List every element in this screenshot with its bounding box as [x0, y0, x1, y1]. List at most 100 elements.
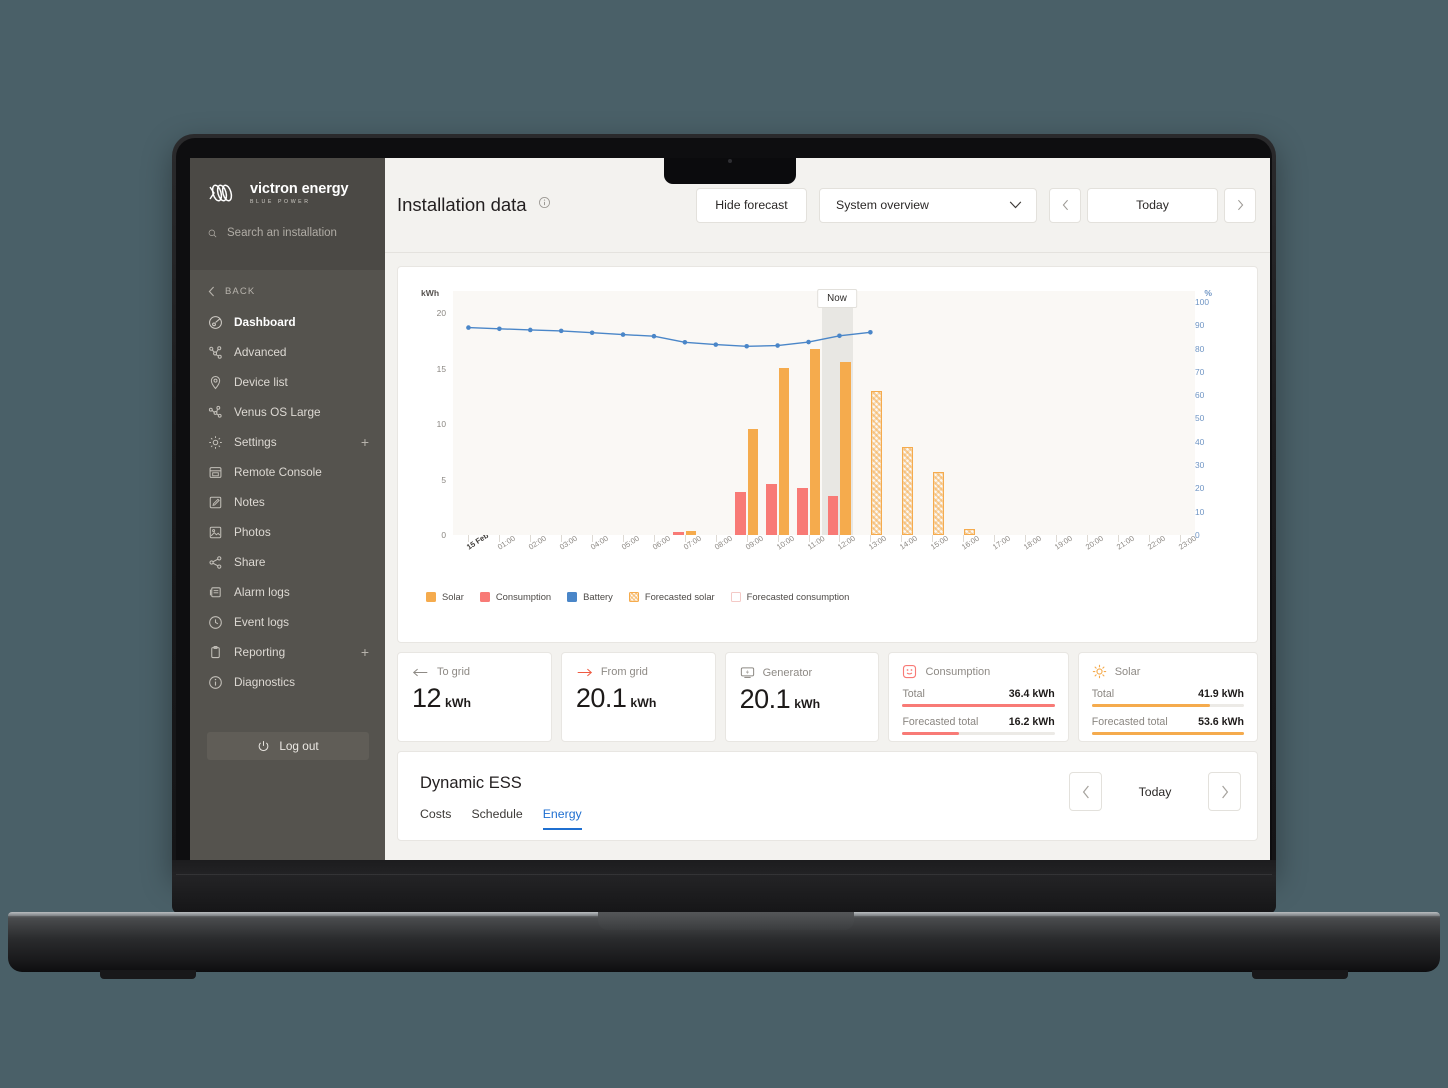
hide-forecast-button[interactable]: Hide forecast: [696, 187, 807, 223]
expand-settings-icon[interactable]: +: [360, 434, 369, 450]
legend-swatch: [479, 591, 490, 602]
sidebar-item-reporting[interactable]: Reporting +: [190, 637, 385, 667]
logout-button[interactable]: Log out: [207, 732, 369, 760]
battery-point[interactable]: [466, 325, 471, 330]
stat-unit: kWh: [630, 696, 657, 710]
today-button[interactable]: Today: [1087, 187, 1218, 223]
sun-icon: [1092, 664, 1106, 679]
y-tick-left: 5: [441, 474, 446, 485]
progress-fill: [902, 732, 959, 735]
sidebar-back-label: BACK: [225, 286, 256, 297]
expand-reporting-icon[interactable]: +: [360, 644, 369, 660]
sidebar-item-notes[interactable]: Notes: [190, 487, 385, 517]
sidebar-item-label: Dashboard: [234, 315, 296, 329]
info-circle-icon[interactable]: [538, 196, 551, 214]
arrow-left-icon: [412, 668, 428, 676]
bar-forecasted-solar[interactable]: [902, 447, 913, 535]
sidebar: victron energy BLUE POWER: [190, 158, 385, 860]
sidebar-item-settings[interactable]: Settings +: [190, 427, 385, 457]
bar-forecasted-solar[interactable]: [933, 471, 944, 535]
bar-forecasted-solar[interactable]: [871, 390, 882, 535]
x-tick-mark: [653, 535, 655, 542]
bar-consumption[interactable]: [797, 488, 808, 535]
legend-item-fcons[interactable]: Forecasted consumption: [730, 591, 849, 602]
bar-consumption[interactable]: [673, 531, 684, 535]
sidebar-item-alarm-logs[interactable]: Alarm logs: [190, 577, 385, 607]
sidebar-item-dashboard[interactable]: Dashboard: [190, 307, 385, 337]
sidebar-item-label: Share: [234, 555, 266, 569]
battery-point[interactable]: [775, 343, 780, 348]
stat-header: Generator: [740, 666, 865, 679]
stat-card-solar: Solar Total 41.9 kWh Forecasted total 53.6…: [1077, 652, 1258, 742]
battery-point[interactable]: [497, 326, 502, 332]
battery-point[interactable]: [806, 339, 811, 345]
sidebar-item-share[interactable]: Share: [190, 547, 385, 577]
stat-value: 12 kWh: [412, 683, 537, 714]
bar-solar[interactable]: [747, 428, 759, 535]
search-row[interactable]: [208, 227, 367, 240]
stat-label: Generator: [762, 666, 813, 679]
legend-label: Forecasted solar: [644, 591, 715, 602]
bar-solar[interactable]: [809, 348, 821, 535]
brand-logo[interactable]: victron energy BLUE POWER: [208, 158, 367, 205]
sidebar-back-button[interactable]: BACK: [190, 280, 385, 307]
x-tick-mark: [808, 535, 810, 542]
tab-schedule[interactable]: Schedule: [471, 807, 523, 821]
bar-solar[interactable]: [685, 531, 697, 535]
battery-point[interactable]: [620, 332, 626, 337]
x-tick-mark: [746, 535, 748, 542]
battery-point[interactable]: [868, 329, 873, 335]
legend-item-fsolar[interactable]: Forecasted solar: [628, 591, 715, 602]
sidebar-item-diagnostics[interactable]: Diagnostics: [190, 667, 385, 697]
bar-consumption[interactable]: [827, 496, 839, 535]
battery-point[interactable]: [651, 333, 657, 339]
brand-name: victron energy: [250, 181, 349, 197]
y-axis-label-right: %: [1204, 288, 1212, 298]
tab-energy[interactable]: Energy: [542, 807, 582, 830]
battery-point[interactable]: [713, 342, 719, 347]
date-navigator: Today: [1049, 187, 1256, 223]
dynamic-ess-card: Dynamic ESS Costs Schedule Energy Today: [397, 751, 1258, 841]
bar-forecasted-solar[interactable]: [964, 529, 975, 535]
prev-day-button[interactable]: [1049, 187, 1081, 223]
bar-solar[interactable]: [840, 361, 851, 535]
stat-number: 20.1: [575, 683, 627, 713]
legend-item-batt[interactable]: Battery: [567, 591, 613, 602]
y-tick-right: 50: [1195, 413, 1205, 424]
sidebar-item-device-list[interactable]: Device list: [190, 367, 385, 397]
next-day-button[interactable]: [1224, 187, 1256, 223]
bar-solar[interactable]: [778, 367, 790, 535]
sidebar-nav: BACK Dashboard: [190, 270, 385, 697]
legend-item-cons[interactable]: Consumption: [479, 591, 551, 602]
system-overview-select[interactable]: System overview: [819, 187, 1037, 223]
chevron-left-icon: [1082, 785, 1089, 798]
battery-point[interactable]: [744, 343, 750, 349]
x-tick-mark: [468, 535, 470, 542]
energy-chart-card: kWh % 0 5 10 15 20 0 10 20 30 40 50 60 70 80 90 100 15…: [397, 266, 1258, 643]
sidebar-item-remote-console[interactable]: Remote Console: [190, 457, 385, 487]
bar-consumption[interactable]: [766, 483, 777, 535]
x-tick-mark: [530, 535, 532, 542]
sidebar-item-photos[interactable]: Photos: [190, 517, 385, 547]
battery-point[interactable]: [527, 327, 533, 333]
bar-consumption[interactable]: [735, 491, 746, 535]
sidebar-item-label: Settings: [234, 435, 277, 449]
sidebar-item-event-logs[interactable]: Event logs: [190, 607, 385, 637]
y-tick-right: 0: [1195, 530, 1200, 540]
search-input[interactable]: [227, 227, 367, 240]
sidebar-item-advanced[interactable]: Advanced: [190, 337, 385, 367]
battery-point[interactable]: [589, 330, 595, 336]
advanced-icon: [209, 345, 222, 359]
ess-prev-button[interactable]: [1069, 772, 1102, 811]
sidebar-item-venus-os-large[interactable]: Venus OS Large: [190, 397, 385, 427]
row-label: Forecasted total: [1091, 716, 1168, 728]
sidebar-item-label: Event logs: [234, 615, 290, 629]
battery-point[interactable]: [682, 339, 688, 345]
battery-point[interactable]: [558, 328, 564, 334]
legend-item-solar[interactable]: Solar: [426, 591, 464, 602]
ess-today-button[interactable]: Today: [1138, 784, 1172, 799]
ess-next-button[interactable]: [1208, 772, 1241, 811]
tab-costs[interactable]: Costs: [420, 807, 452, 821]
progress-track: [902, 732, 1055, 735]
battery-point[interactable]: [837, 333, 842, 339]
